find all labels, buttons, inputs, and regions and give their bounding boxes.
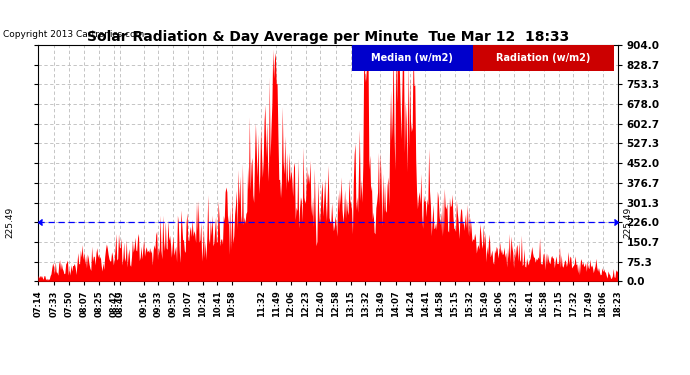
Text: Radiation (w/m2): Radiation (w/m2) [496, 53, 591, 63]
Text: 225.49: 225.49 [623, 207, 633, 238]
Title: Solar Radiation & Day Average per Minute  Tue Mar 12  18:33: Solar Radiation & Day Average per Minute… [87, 30, 569, 44]
Text: 225.49: 225.49 [6, 207, 15, 238]
Text: Median (w/m2): Median (w/m2) [371, 53, 453, 63]
Text: Copyright 2013 Cartronics.com: Copyright 2013 Cartronics.com [3, 30, 145, 39]
